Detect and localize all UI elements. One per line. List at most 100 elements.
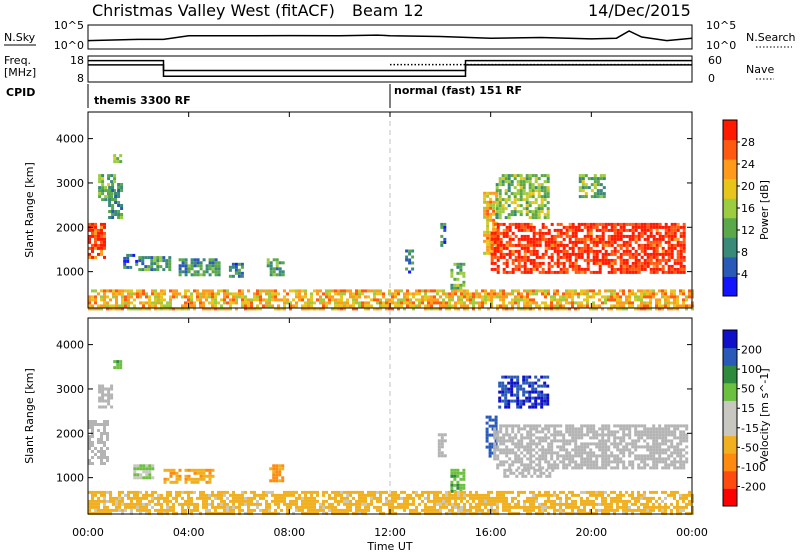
scatter-cell	[289, 505, 292, 509]
scatter-cell	[485, 415, 489, 419]
scatter-cell	[462, 262, 466, 266]
scatter-cell	[646, 454, 650, 458]
scatter-cell	[346, 511, 349, 515]
scatter-cell	[543, 213, 547, 217]
scatter-cell	[271, 304, 274, 308]
scatter-cell	[450, 486, 454, 490]
scatter-cell	[682, 231, 686, 235]
scatter-cell	[676, 427, 680, 431]
scatter-cell	[598, 493, 601, 497]
scatter-cell	[592, 451, 596, 455]
scatter-cell	[289, 490, 292, 494]
scatter-cell	[424, 508, 427, 512]
scatter-cell	[262, 493, 265, 497]
scatter-cell	[409, 298, 412, 302]
scatter-cell	[589, 307, 592, 311]
scatter-cell	[526, 222, 530, 226]
scatter-cell	[583, 289, 586, 293]
scatter-cell	[589, 249, 593, 253]
scatter-cell	[613, 424, 617, 428]
scatter-cell	[454, 490, 457, 494]
scatter-cell	[486, 227, 490, 231]
scatter-cell	[271, 298, 274, 302]
scatter-cell	[531, 201, 535, 205]
scatter-cell	[448, 307, 451, 311]
scatter-cell	[495, 216, 499, 220]
scatter-cell	[547, 448, 551, 452]
scatter-cell	[268, 490, 271, 494]
scatter-cell	[595, 222, 599, 226]
scatter-cell	[667, 249, 671, 253]
scatter-cell	[616, 457, 620, 461]
scatter-cell	[272, 476, 276, 480]
scatter-cell	[133, 292, 136, 296]
scatter-cell	[587, 186, 591, 190]
scatter-cell	[516, 399, 520, 403]
scatter-cell	[490, 258, 494, 262]
scatter-cell	[228, 274, 232, 278]
scatter-cell	[310, 307, 313, 311]
scatter-cell	[508, 436, 512, 440]
scatter-cell	[229, 301, 232, 305]
scatter-cell	[388, 502, 391, 506]
scatter-cell	[553, 228, 557, 232]
scatter-cell	[643, 295, 646, 299]
scatter-cell	[517, 445, 521, 449]
scatter-cell	[94, 511, 97, 515]
scatter-cell	[670, 463, 674, 467]
scatter-cell	[418, 304, 421, 308]
scatter-cell	[403, 307, 406, 311]
scatter-cell	[199, 496, 202, 500]
scatter-cell	[540, 405, 544, 409]
scatter-cell	[453, 283, 457, 287]
scatter-cell	[313, 502, 316, 506]
scatter-cell	[504, 393, 508, 397]
scatter-cell	[340, 307, 343, 311]
scatter-cell	[613, 511, 616, 515]
scatter-cell	[529, 270, 533, 274]
scatter-cell	[298, 292, 301, 296]
scatter-cell	[595, 304, 598, 308]
scatter-cell	[272, 470, 276, 474]
scatter-cell	[489, 203, 493, 207]
scatter-cell	[529, 225, 533, 229]
scatter-cell	[577, 264, 581, 268]
scatter-cell	[124, 304, 127, 308]
scatter-cell	[508, 270, 512, 274]
scatter-cell	[442, 289, 445, 293]
scatter-cell	[169, 289, 172, 293]
scatter-cell	[637, 246, 641, 250]
scatter-cell	[492, 224, 496, 228]
scatter-cell	[494, 424, 498, 428]
scatter-cell	[439, 496, 442, 500]
scatter-cell	[196, 258, 200, 262]
scatter-cell	[421, 298, 424, 302]
scatter-cell	[238, 505, 241, 509]
scatter-cell	[613, 499, 616, 503]
scatter-cell	[295, 499, 298, 503]
scatter-cell	[514, 424, 518, 428]
scatter-cell	[109, 499, 112, 503]
scatter-cell	[540, 375, 544, 379]
scatter-cell	[550, 301, 553, 305]
scatter-cell	[507, 183, 511, 187]
scatter-cell	[534, 216, 538, 220]
scatter-cell	[529, 445, 533, 449]
scatter-cell	[490, 295, 493, 299]
scatter-cell	[504, 405, 508, 409]
scatter-cell	[586, 261, 590, 265]
scatter-cell	[334, 292, 337, 296]
scatter-cell	[442, 499, 445, 503]
scatter-cell	[430, 289, 433, 293]
scatter-cell	[104, 186, 108, 190]
scatter-cell	[547, 267, 551, 271]
scatter-cell	[589, 466, 593, 470]
scatter-cell	[511, 222, 515, 226]
scatter-cell	[577, 240, 581, 244]
scatter-cell	[445, 502, 448, 506]
scatter-cell	[646, 246, 650, 250]
scatter-cell	[592, 301, 595, 305]
scatter-cell	[472, 295, 475, 299]
scatter-cell	[655, 298, 658, 302]
scatter-cell	[586, 255, 590, 259]
